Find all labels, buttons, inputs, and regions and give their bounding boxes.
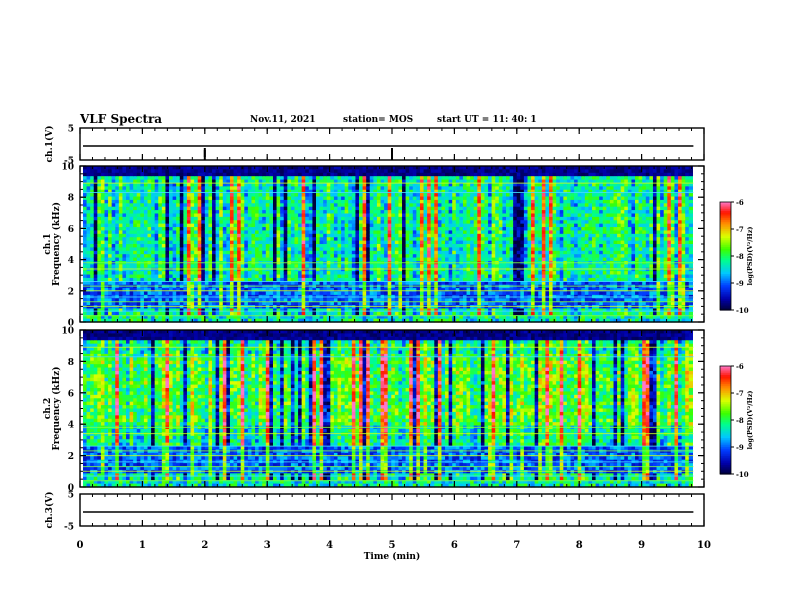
y-tick-label: -5 bbox=[64, 157, 74, 167]
x-axis-label: Time (min) bbox=[364, 551, 421, 562]
panel-label: ch.1 bbox=[43, 233, 53, 254]
y-axis-label: Frequency (kHz) bbox=[51, 202, 62, 286]
x-tick-label: 6 bbox=[451, 540, 458, 551]
x-tick-label: 8 bbox=[576, 540, 583, 551]
y-tick-label: 4 bbox=[68, 421, 74, 431]
y-axis-label: Frequency (kHz) bbox=[51, 366, 62, 450]
colorbar-tick-label: -7 bbox=[736, 389, 744, 398]
x-tick-label: 1 bbox=[139, 540, 146, 551]
y-tick-label: 2 bbox=[68, 452, 74, 462]
y-tick-label: 0 bbox=[68, 484, 74, 494]
y-tick-label: 8 bbox=[68, 358, 74, 368]
ch2-spectrogram-cells bbox=[83, 330, 693, 488]
ch1-spectrogram-cells bbox=[83, 166, 693, 323]
panel-label: ch.2 bbox=[43, 398, 53, 419]
x-tick-label: 5 bbox=[389, 540, 396, 551]
colorbar-tick-label: -7 bbox=[736, 225, 744, 234]
x-tick-label: 3 bbox=[264, 540, 271, 551]
x-tick-label: 2 bbox=[201, 540, 208, 551]
y-tick-label: 8 bbox=[68, 194, 74, 204]
colorbar-tick-label: -9 bbox=[736, 279, 744, 288]
x-tick-label: 9 bbox=[638, 540, 645, 551]
colorbar-ch1-spectrogram bbox=[720, 202, 731, 311]
colorbar-tick-label: -9 bbox=[736, 443, 744, 452]
date-label: Nov.11, 2021 bbox=[250, 115, 316, 125]
station-label: station= MOS bbox=[343, 115, 414, 125]
colorbar-tick-label: -10 bbox=[736, 470, 749, 479]
panel-label: ch.3(V) bbox=[44, 492, 55, 529]
x-tick-label: 4 bbox=[326, 540, 333, 551]
colorbar-label: log(PSD)(V²/Hz) bbox=[746, 391, 754, 450]
y-tick-label: -5 bbox=[64, 523, 74, 533]
y-tick-label: 2 bbox=[68, 287, 74, 297]
colorbar-tick-label: -8 bbox=[736, 252, 744, 261]
x-tick-label: 7 bbox=[513, 540, 520, 551]
x-tick-label: 0 bbox=[77, 540, 84, 551]
y-tick-label: 0 bbox=[68, 319, 74, 329]
y-tick-label: 10 bbox=[61, 327, 74, 337]
colorbar-ch2-spectrogram bbox=[720, 366, 731, 475]
panel-label: ch.1(V) bbox=[44, 126, 55, 163]
y-tick-label: 5 bbox=[68, 491, 74, 501]
colorbar-tick-label: -10 bbox=[736, 306, 749, 315]
colorbar-label: log(PSD)(V²/Hz) bbox=[746, 227, 754, 286]
start-time-label: start UT = 11: 40: 1 bbox=[437, 115, 537, 125]
y-tick-label: 4 bbox=[68, 256, 74, 266]
x-tick-label: 10 bbox=[697, 540, 711, 551]
y-tick-label: 10 bbox=[61, 163, 74, 173]
colorbar-tick-label: -8 bbox=[736, 416, 744, 425]
y-tick-label: 6 bbox=[68, 389, 74, 399]
no-data-area bbox=[693, 166, 704, 322]
chart-title: VLF Spectra bbox=[80, 112, 163, 126]
no-data-area bbox=[693, 330, 704, 487]
colorbar-tick-label: -6 bbox=[736, 198, 744, 207]
y-tick-label: 5 bbox=[68, 125, 74, 135]
y-tick-label: 6 bbox=[68, 225, 74, 235]
colorbar-tick-label: -6 bbox=[736, 362, 744, 371]
